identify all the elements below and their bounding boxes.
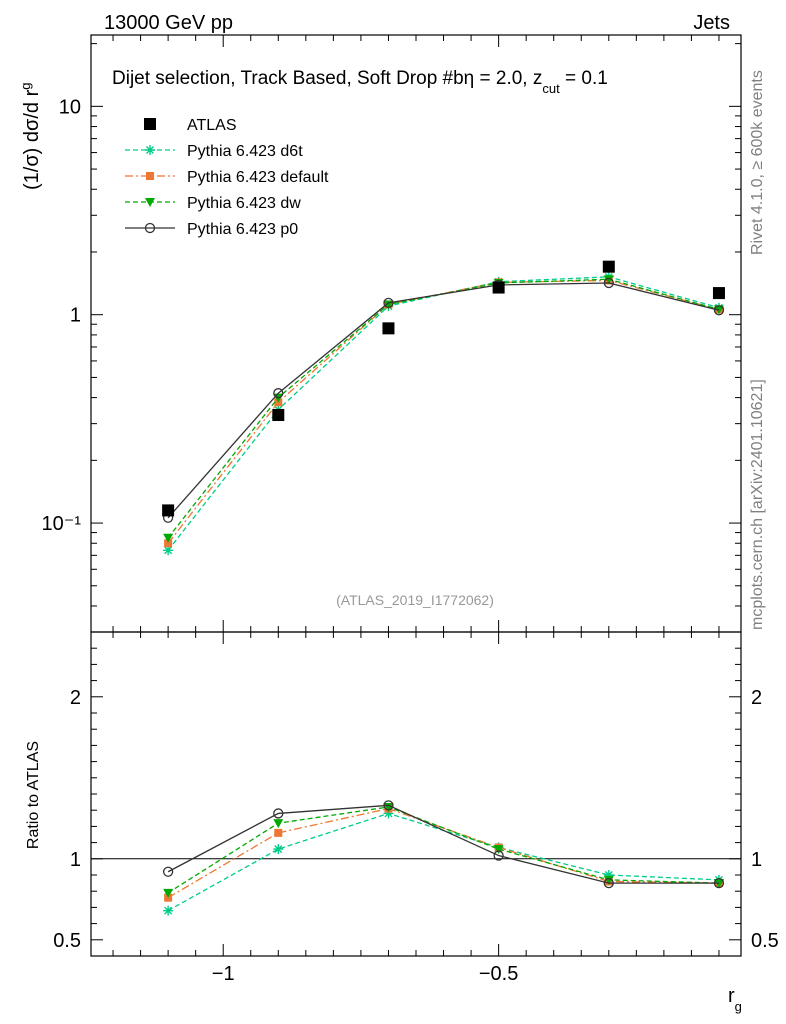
point-pythia-6-423-p0	[713, 305, 725, 316]
y-tick-label: 10⁻¹	[42, 513, 82, 535]
legend-label-atlas: ATLAS	[187, 117, 237, 134]
ratio-y-tick-label-right: 0.5	[751, 930, 779, 952]
header-left: 13000 GeV pp	[104, 12, 233, 34]
ratio-y-tick-label: 0.5	[53, 930, 81, 952]
point-pythia-6-423-default	[164, 539, 173, 548]
point-atlas	[272, 409, 285, 422]
ratio-y-tick-label-right: 1	[751, 849, 762, 871]
ratio-point-pythia-6-423-p0	[162, 866, 174, 877]
ratio-point-pythia-6-423-p0	[493, 850, 504, 861]
legend-label-pythia-6-423-default: Pythia 6.423 default	[187, 169, 329, 186]
ratio-y-tick-label-right: 2	[751, 687, 762, 709]
series-line-pythia-6-423-default	[167, 279, 720, 544]
ratio-point-pythia-6-423-p0	[273, 808, 284, 819]
ratio-point-pythia-6-423-dw	[603, 875, 614, 885]
ratio-y-tick-label: 2	[70, 687, 81, 709]
ratio-line-pythia-6-423-p0	[167, 804, 719, 884]
rivet-label: Rivet 4.1.0, ≥ 600k events	[749, 70, 766, 255]
point-atlas	[712, 287, 725, 300]
legend-marker-pythia-6-423-default	[146, 172, 154, 180]
legend-label-pythia-6-423-d6t: Pythia 6.423 d6t	[187, 143, 303, 160]
ratio-point-pythia-6-423-d6t	[273, 844, 284, 855]
legend-marker-pythia-6-423-dw	[145, 198, 155, 207]
series-line-pythia-6-423-dw	[167, 278, 720, 539]
ratio-point-pythia-6-423-p0	[383, 800, 394, 811]
point-atlas	[382, 322, 395, 335]
series-line-pythia-6-423-p0	[167, 282, 720, 519]
plot-title: Dijet selection, Track Based, Soft Drop …	[112, 68, 608, 96]
x-axis-label: rg	[728, 985, 742, 1014]
ratio-point-pythia-6-423-default	[274, 828, 283, 837]
main-series-group	[162, 260, 725, 556]
x-tick-label: −1	[212, 963, 235, 985]
ratio-point-pythia-6-423-dw	[163, 888, 174, 898]
analysis-watermark: (ATLAS_2019_I1772062)	[336, 592, 494, 608]
point-pythia-6-423-d6t	[163, 545, 174, 556]
series-line-pythia-6-423-d6t	[167, 276, 720, 551]
ratio-point-pythia-6-423-dw	[493, 845, 504, 855]
ratio-point-pythia-6-423-d6t	[603, 870, 614, 880]
mcplots-label: mcplots.cern.ch [arXiv:2401.10621]	[749, 379, 766, 630]
ratio-series-group	[162, 800, 725, 916]
y-tick-label: 1	[70, 305, 81, 327]
y-axis-label: (1/σ) dσ/d rg	[18, 83, 43, 191]
point-pythia-6-423-p0	[603, 277, 614, 289]
legend-marker-pythia-6-423-d6t	[145, 145, 155, 155]
ratio-y-axis-label: Ratio to ATLAS	[25, 741, 42, 849]
ratio-point-pythia-6-423-p0	[713, 877, 725, 889]
point-pythia-6-423-p0	[273, 388, 284, 399]
legend-marker-pythia-6-423-p0	[144, 222, 156, 234]
ratio-point-pythia-6-423-dw	[273, 819, 284, 829]
x-tick-label: −0.5	[479, 963, 518, 985]
y-tick-label: 10	[59, 96, 81, 118]
ratio-line-pythia-6-423-dw	[167, 806, 719, 894]
ratio-y-tick-label: 1	[70, 849, 81, 871]
legend-label-pythia-6-423-p0: Pythia 6.423 p0	[187, 221, 298, 238]
x-tick-labels: −1 −0.5	[212, 963, 519, 985]
point-atlas	[602, 260, 615, 273]
ratio-point-pythia-6-423-d6t	[163, 905, 174, 916]
ratio-panel-frame	[90, 631, 742, 957]
ratio-point-pythia-6-423-p0	[603, 877, 614, 889]
point-atlas	[162, 504, 175, 517]
legend-marker-atlas	[144, 118, 156, 130]
ratio-line-pythia-6-423-default	[167, 807, 719, 899]
legend: ATLAS Pythia 6.423 d6t Pythia 6.423 defaul…	[125, 117, 329, 238]
point-atlas	[492, 281, 505, 294]
header-right: Jets	[693, 12, 730, 34]
point-pythia-6-423-dw	[163, 533, 174, 543]
point-pythia-6-423-p0	[383, 297, 394, 308]
y-tick-labels: 10⁻¹ 1 10 0.5 0.5 1 1 2 2	[42, 96, 779, 951]
axis-ticks	[91, 35, 741, 957]
legend-label-pythia-6-423-dw: Pythia 6.423 dw	[187, 195, 301, 212]
point-pythia-6-423-dw	[603, 275, 614, 285]
ratio-point-pythia-6-423-d6t	[383, 808, 394, 819]
